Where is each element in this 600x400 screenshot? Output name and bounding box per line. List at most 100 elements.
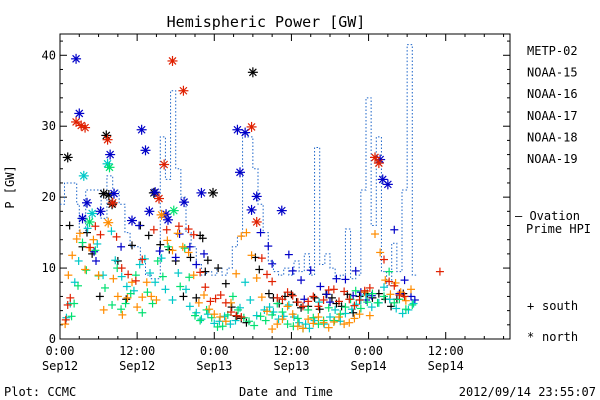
north-data-point bbox=[62, 152, 73, 163]
south-data-point bbox=[232, 311, 241, 320]
south-data-point bbox=[237, 313, 246, 322]
south-data-point bbox=[221, 317, 230, 326]
north-data-point bbox=[179, 197, 190, 208]
south-data-point bbox=[241, 278, 250, 287]
series-noaa-16 bbox=[62, 158, 418, 333]
x-tick-label-time: 12:00 bbox=[428, 344, 464, 358]
south-data-point bbox=[265, 303, 274, 312]
south-data-point bbox=[351, 266, 360, 275]
south-data-point bbox=[117, 264, 126, 273]
south-data-point bbox=[381, 276, 390, 285]
south-data-point bbox=[162, 225, 171, 234]
south-data-point bbox=[189, 230, 198, 239]
south-data-point bbox=[264, 289, 273, 298]
north-data-point bbox=[370, 152, 380, 163]
south-data-point bbox=[256, 312, 265, 321]
south-data-point bbox=[263, 307, 271, 316]
south-data-point bbox=[192, 260, 201, 269]
south-data-point bbox=[331, 305, 340, 314]
legend-entry-noaa-19: NOAA-19 bbox=[527, 152, 578, 166]
south-data-point bbox=[261, 316, 270, 325]
south-data-point bbox=[231, 316, 240, 325]
south-data-point bbox=[376, 248, 385, 257]
north-data-point bbox=[144, 206, 155, 217]
north-data-point bbox=[156, 209, 167, 220]
south-data-point bbox=[304, 305, 313, 314]
south-data-point bbox=[117, 305, 126, 314]
south-data-point bbox=[386, 290, 395, 299]
south-data-point bbox=[256, 228, 265, 237]
south-data-point bbox=[401, 305, 410, 314]
legend-entry-noaa-18: NOAA-18 bbox=[527, 130, 578, 144]
south-data-point bbox=[356, 304, 365, 313]
south-data-point bbox=[135, 260, 144, 269]
south-data-point bbox=[74, 281, 82, 290]
south-data-point bbox=[284, 300, 293, 309]
north-data-point bbox=[78, 170, 89, 181]
south-data-point bbox=[273, 320, 282, 329]
marker-key-symbol: + bbox=[527, 299, 534, 313]
north-data-point bbox=[178, 85, 189, 96]
south-data-point bbox=[341, 303, 350, 312]
south-data-point bbox=[82, 266, 91, 275]
south-data-point bbox=[252, 311, 261, 320]
marker-key-symbol: * bbox=[527, 330, 534, 344]
y-tick-label: 0 bbox=[49, 332, 56, 346]
south-data-point bbox=[201, 283, 210, 292]
plot-credit: Plot: CCMC bbox=[4, 385, 76, 399]
south-data-point bbox=[218, 322, 227, 331]
south-data-point bbox=[398, 309, 407, 318]
south-data-point bbox=[287, 290, 296, 299]
south-data-point bbox=[196, 268, 205, 277]
south-data-point bbox=[111, 256, 120, 265]
south-data-point bbox=[252, 274, 261, 282]
south-data-point bbox=[211, 294, 220, 303]
south-data-point bbox=[124, 270, 133, 279]
south-data-point bbox=[184, 225, 193, 234]
south-data-point bbox=[75, 229, 84, 238]
north-data-point bbox=[74, 108, 85, 119]
south-data-point bbox=[64, 271, 73, 280]
south-data-point bbox=[400, 292, 409, 301]
south-data-point bbox=[108, 300, 117, 309]
south-data-point bbox=[251, 253, 260, 262]
legend: METP-02 NOAA-15 NOAA-16 NOAA-17 NOAA-18 NOAA-… bbox=[527, 44, 578, 166]
south-data-point bbox=[407, 285, 415, 294]
south-data-point bbox=[350, 314, 359, 323]
south-data-point bbox=[107, 227, 116, 236]
south-data-point bbox=[179, 292, 188, 301]
south-data-point bbox=[278, 308, 287, 317]
south-data-point bbox=[148, 299, 157, 308]
south-data-point bbox=[319, 318, 328, 327]
south-data-point bbox=[200, 249, 208, 258]
y-tick-label: 30 bbox=[42, 119, 56, 133]
x-tick-label-date: Sep14 bbox=[428, 359, 464, 373]
south-data-point bbox=[153, 256, 162, 265]
y-tick-label: 10 bbox=[42, 261, 56, 275]
series-noaa-18 bbox=[61, 209, 415, 334]
south-data-point bbox=[194, 298, 203, 307]
south-data-point bbox=[213, 322, 222, 331]
north-data-point bbox=[102, 134, 113, 145]
south-data-point bbox=[306, 266, 315, 275]
south-data-point bbox=[180, 244, 189, 253]
north-data-point bbox=[251, 216, 262, 227]
south-data-point bbox=[99, 305, 108, 314]
south-data-point bbox=[304, 315, 313, 324]
south-data-point bbox=[133, 303, 142, 312]
south-data-point bbox=[297, 276, 306, 285]
south-data-point bbox=[90, 247, 99, 256]
south-data-point bbox=[89, 235, 98, 244]
north-data-point bbox=[208, 187, 218, 198]
north-data-point bbox=[276, 205, 287, 216]
south-data-point bbox=[149, 225, 158, 234]
south-data-point bbox=[236, 303, 244, 312]
south-data-point bbox=[184, 248, 193, 257]
south-data-point bbox=[206, 297, 215, 306]
south-data-point bbox=[293, 322, 302, 331]
south-data-point bbox=[128, 241, 136, 250]
south-data-point bbox=[409, 299, 418, 308]
south-data-point bbox=[268, 259, 277, 268]
south-data-point bbox=[189, 271, 198, 280]
south-data-point bbox=[232, 269, 241, 278]
